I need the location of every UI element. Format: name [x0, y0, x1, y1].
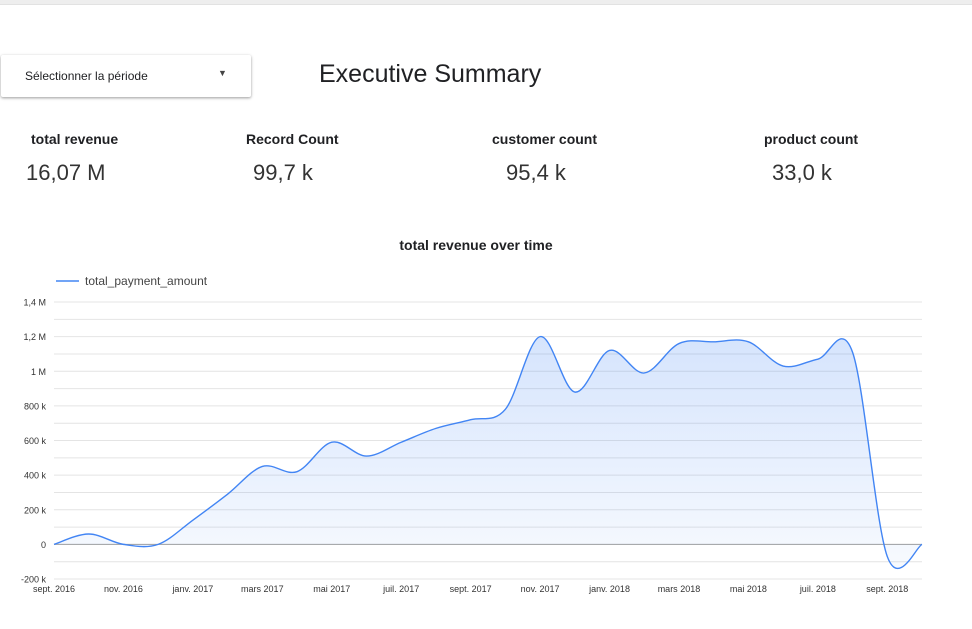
data-point[interactable]	[294, 469, 300, 475]
data-point[interactable]	[780, 363, 786, 369]
data-point[interactable]	[502, 406, 508, 412]
x-tick-label: nov. 2016	[104, 584, 143, 594]
period-selector-label: Sélectionner la période	[25, 69, 148, 83]
data-point[interactable]	[884, 553, 890, 559]
series-area-fill	[54, 336, 922, 569]
kpi-customer-count-value: 95,4 k	[506, 160, 566, 185]
kpi-customer-count-label: customer count	[492, 131, 598, 147]
data-point[interactable]	[815, 356, 821, 362]
x-tick-label: sept. 2016	[33, 584, 75, 594]
x-tick-label: mars 2018	[658, 584, 701, 594]
kpi-total-revenue-value: 16,07 M	[26, 160, 106, 185]
data-point[interactable]	[120, 541, 126, 547]
data-point[interactable]	[745, 339, 751, 345]
y-tick-label: 400 k	[24, 471, 47, 481]
data-point[interactable]	[225, 491, 231, 497]
x-tick-label: mai 2018	[730, 584, 767, 594]
data-point[interactable]	[398, 439, 404, 445]
data-point[interactable]	[155, 541, 161, 547]
x-tick-label: janv. 2018	[588, 584, 630, 594]
caret-down-icon[interactable]: ▼	[218, 68, 227, 78]
x-tick-label: janv. 2017	[171, 584, 213, 594]
data-point[interactable]	[86, 531, 92, 537]
x-tick-label: juil. 2017	[382, 584, 419, 594]
x-tick-label: juil. 2018	[799, 584, 836, 594]
data-point[interactable]	[607, 347, 613, 353]
data-point[interactable]	[641, 370, 647, 376]
y-tick-label: 200 k	[24, 505, 47, 515]
data-point[interactable]	[363, 453, 369, 459]
data-point[interactable]	[51, 541, 57, 547]
data-point[interactable]	[850, 349, 856, 355]
x-tick-label: mai 2017	[313, 584, 350, 594]
data-point[interactable]	[919, 541, 925, 547]
top-divider	[0, 0, 972, 5]
kpi-product-count-value: 33,0 k	[772, 160, 832, 185]
chart-title: total revenue over time	[399, 237, 553, 253]
legend-label: total_payment_amount	[85, 274, 208, 288]
data-point[interactable]	[711, 339, 717, 345]
kpi-product-count-label: product count	[764, 131, 859, 147]
kpi-total-revenue-label: total revenue	[31, 131, 119, 147]
series-line	[53, 335, 923, 570]
kpi-record-count-label: Record Count	[246, 131, 339, 147]
x-tick-label: nov. 2017	[521, 584, 560, 594]
y-tick-label: 600 k	[24, 436, 47, 446]
data-point[interactable]	[468, 417, 474, 423]
x-tick-label: mars 2017	[241, 584, 284, 594]
y-tick-label: 1,2 M	[23, 332, 46, 342]
data-point[interactable]	[329, 439, 335, 445]
page-title: Executive Summary	[319, 60, 542, 88]
x-tick-label: sept. 2018	[866, 584, 908, 594]
data-point[interactable]	[572, 389, 578, 395]
y-tick-label: 1 M	[31, 367, 46, 377]
y-tick-label: 0	[41, 540, 46, 550]
data-point[interactable]	[259, 463, 265, 469]
y-tick-label: -200 k	[21, 575, 47, 585]
data-point[interactable]	[190, 517, 196, 523]
x-tick-label: sept. 2017	[450, 584, 492, 594]
data-point[interactable]	[537, 334, 543, 340]
kpi-record-count-value: 99,7 k	[253, 160, 313, 185]
data-point[interactable]	[433, 425, 439, 431]
y-tick-label: 800 k	[24, 401, 47, 411]
y-tick-label: 1,4 M	[23, 298, 46, 308]
data-point[interactable]	[676, 341, 682, 347]
period-selector[interactable]: Sélectionner la période ▼	[1, 55, 251, 97]
